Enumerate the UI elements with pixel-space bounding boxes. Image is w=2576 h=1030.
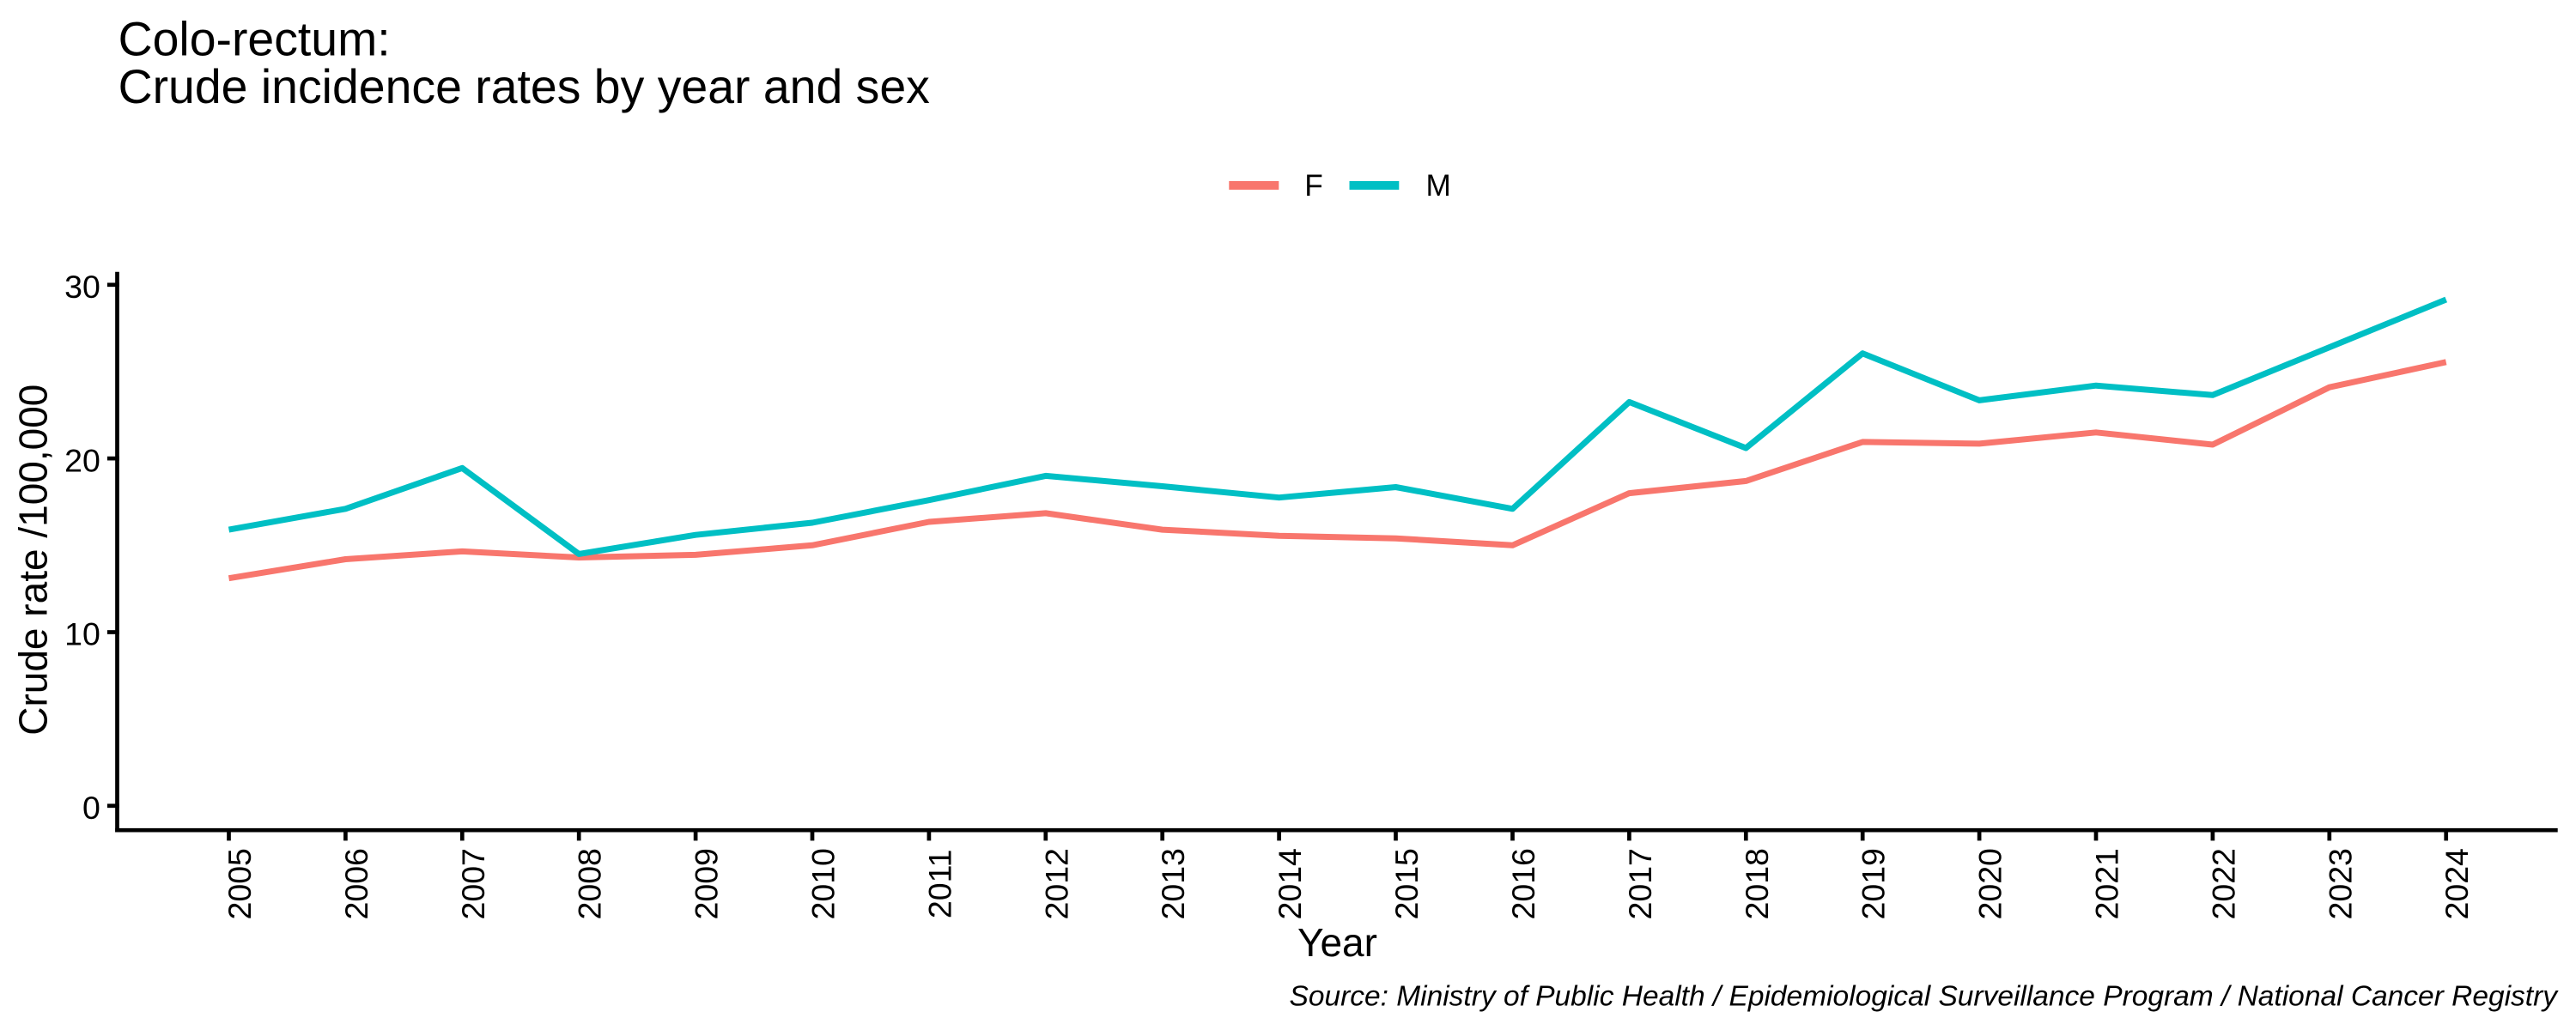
svg-text:2015: 2015 (1388, 848, 1425, 919)
svg-text:2018: 2018 (1739, 848, 1775, 919)
svg-text:2019: 2019 (1856, 848, 1892, 919)
svg-text:Crude incidence rates by year: Crude incidence rates by year and sex (118, 60, 931, 113)
svg-text:2014: 2014 (1272, 848, 1308, 919)
svg-text:Source: Ministry of Public Hea: Source: Ministry of Public Health / Epid… (1290, 981, 2560, 1013)
svg-text:F: F (1304, 169, 1323, 203)
svg-text:2007: 2007 (455, 848, 491, 919)
svg-text:2012: 2012 (1038, 848, 1074, 919)
svg-text:Year: Year (1297, 920, 1377, 965)
svg-text:2017: 2017 (1622, 848, 1658, 919)
svg-text:2013: 2013 (1155, 848, 1191, 919)
svg-text:Crude rate /100,000: Crude rate /100,000 (11, 385, 56, 736)
svg-text:2011: 2011 (921, 849, 957, 918)
svg-text:2022: 2022 (2205, 848, 2241, 919)
svg-text:2005: 2005 (222, 848, 258, 919)
svg-text:2020: 2020 (1972, 848, 2008, 919)
svg-text:2006: 2006 (338, 848, 374, 919)
svg-text:30: 30 (64, 269, 100, 305)
svg-text:2021: 2021 (2089, 848, 2125, 919)
svg-text:M: M (1426, 169, 1451, 203)
svg-text:2009: 2009 (689, 848, 725, 919)
svg-text:2010: 2010 (805, 848, 841, 919)
svg-text:Colo-rectum:: Colo-rectum: (118, 13, 391, 66)
svg-text:10: 10 (64, 616, 100, 652)
svg-text:2023: 2023 (2322, 848, 2358, 919)
svg-text:2024: 2024 (2439, 848, 2475, 919)
svg-text:0: 0 (82, 790, 100, 826)
svg-text:2008: 2008 (572, 848, 608, 919)
svg-text:2016: 2016 (1505, 848, 1541, 919)
svg-text:20: 20 (64, 442, 100, 478)
